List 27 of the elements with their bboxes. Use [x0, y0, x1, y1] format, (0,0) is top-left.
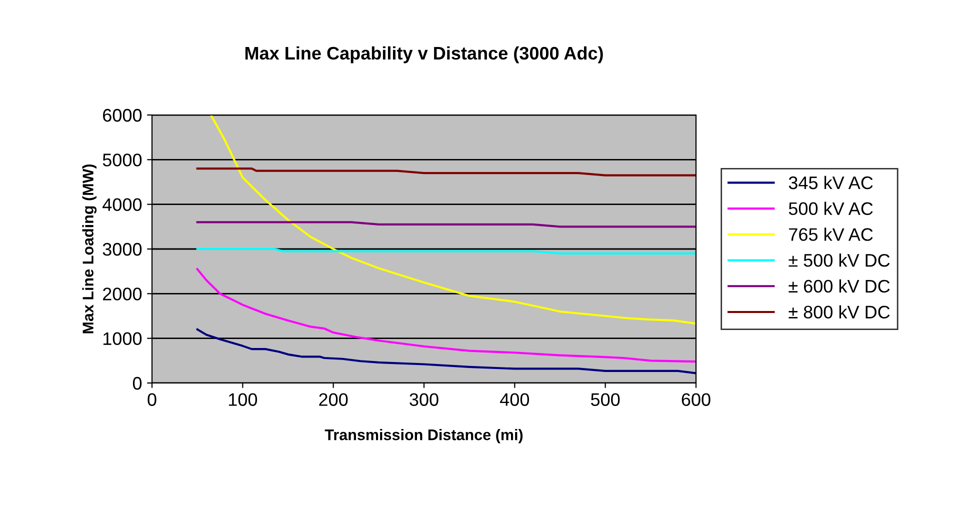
x-tick-label: 600 — [682, 393, 710, 406]
y-tick-label: 6000 — [103, 108, 142, 122]
y-tick-label: 5000 — [102, 154, 142, 166]
line-series — [210, 115, 696, 325]
legend-label: 765 kV AC — [789, 228, 873, 241]
legend-label: ± 800 kV DC — [788, 305, 890, 318]
x-tick-label: 300 — [410, 393, 438, 406]
line-series — [196, 168, 696, 176]
y-axis-title: Max Line Loading (MW) — [82, 164, 97, 334]
legend-label: 500 kV AC — [788, 202, 873, 216]
y-tick-label: 2000 — [103, 288, 142, 300]
line-series — [196, 268, 696, 363]
x-tick-label: 400 — [500, 393, 530, 406]
line-series — [196, 328, 696, 374]
x-axis-title: Transmission Distance (mi) — [324, 429, 523, 444]
x-tick-label: 100 — [228, 393, 258, 406]
chart-title: Max Line Capability v Distance (3000 Adc) — [245, 46, 603, 64]
legend-label: ± 600 kV DC — [788, 279, 890, 293]
x-tick-label: 500 — [590, 393, 620, 406]
x-tick-label: 200 — [319, 393, 348, 406]
x-tick-label: 0 — [148, 393, 156, 406]
y-tick-label: 1000 — [103, 332, 142, 346]
y-tick-label: 0 — [132, 376, 142, 390]
legend-label: 345 kV AC — [788, 176, 873, 190]
y-tick-label: 3000 — [102, 242, 142, 256]
legend-label: ± 500 kV DC — [788, 254, 890, 267]
y-tick-label: 4000 — [102, 198, 142, 212]
